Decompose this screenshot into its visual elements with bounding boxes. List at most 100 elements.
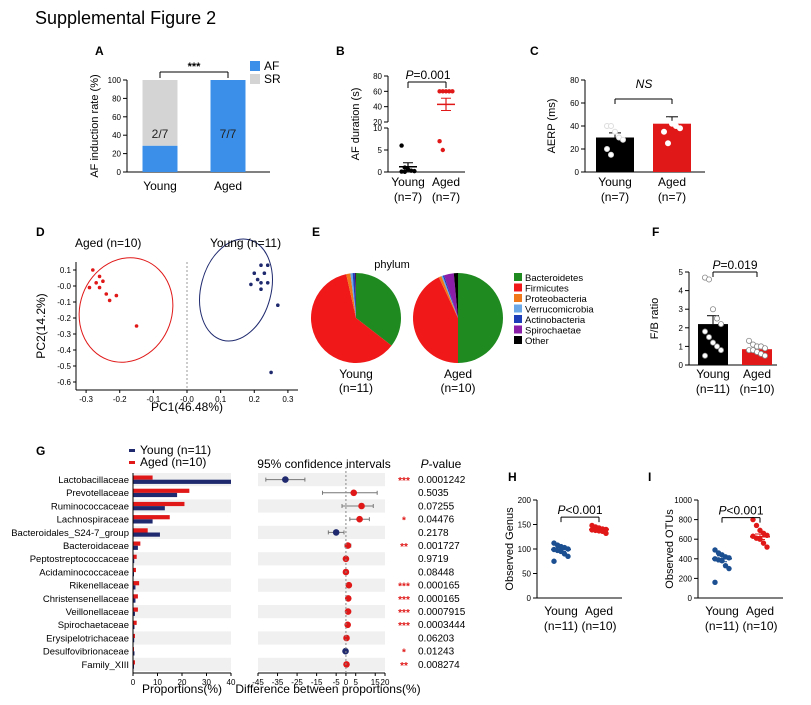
g-row-bg-12 <box>133 631 231 645</box>
g-row-bg-14 <box>133 657 231 671</box>
panel-label-g: G <box>36 444 45 458</box>
h-ytick-label-1: 50 <box>522 570 531 579</box>
e-pie-label-1: Aged <box>444 367 472 381</box>
g-diff-point-1 <box>350 489 358 497</box>
i-ytick-label-5: 1000 <box>674 496 692 505</box>
f-point-young-1 <box>706 276 713 283</box>
g-diff-point-6 <box>342 555 350 563</box>
e-slice-0-2 <box>346 273 356 318</box>
g-ci-row-bg-0 <box>258 473 385 487</box>
a-legend-af: AF <box>264 59 279 73</box>
c-point-aged-1 <box>665 117 671 124</box>
d-point-aged-1 <box>97 274 102 279</box>
g-pvalue-header: P-value <box>421 457 462 471</box>
i-ytick-label-2: 400 <box>679 555 693 564</box>
c-ytick-label-2: 40 <box>570 122 579 131</box>
g-category-4: Bacteroidales_S24-7_group <box>11 528 129 539</box>
g-legend-young: Young (n=11) <box>140 443 211 457</box>
b-point-young-5 <box>399 169 404 174</box>
g-bar-aged-14 <box>133 660 135 665</box>
c-bar-1 <box>653 123 691 172</box>
f-xlabel-0: Young <box>696 367 730 381</box>
h-ylabel: Observed Genus <box>504 507 516 591</box>
b-point-aged-1 <box>440 89 445 94</box>
e-slice-0-1 <box>311 274 392 363</box>
g-bar-aged-1 <box>133 488 190 493</box>
a-legend-af-swatch <box>250 61 260 71</box>
c-point-young-2 <box>612 128 618 135</box>
b-point-aged-2 <box>443 89 449 94</box>
e-legend-label-1: Firmicutes <box>525 284 569 295</box>
b-ytick-up-label-1: 40 <box>373 103 382 112</box>
e-legend-label-6: Other <box>525 336 549 347</box>
d-point-young-8 <box>259 287 263 292</box>
f-point-young-8 <box>714 343 721 350</box>
panel-label-e: E <box>312 225 320 239</box>
g-star-14: ** <box>400 661 408 672</box>
a-xlabel-0: Young <box>143 179 177 193</box>
h-xlabel-n-0: (n=11) <box>544 619 578 633</box>
g-ci-xtick-label-1: -35 <box>272 678 284 687</box>
g-xtick-label-2: 20 <box>178 678 187 687</box>
a-bar-af-0 <box>142 145 178 172</box>
b-ytick-lo-label-0: 0 <box>378 168 383 177</box>
c-ytick-label-1: 20 <box>570 145 579 154</box>
h-point-young-10 <box>551 558 557 564</box>
g-ci-xtick-label-8: 20 <box>381 678 390 687</box>
e-pie-n-1: (n=10) <box>440 381 475 395</box>
g-pvalue-4: 0.2178 <box>418 528 449 539</box>
g-bar-aged-2 <box>133 501 185 507</box>
panel-label-h: H <box>508 470 517 484</box>
d-point-young-5 <box>259 281 263 285</box>
h-annotation: P<0.001 <box>557 503 602 517</box>
g-diff-point-8 <box>345 581 353 589</box>
g-category-10: Veillonellaceae <box>66 607 129 618</box>
c-point-aged-4 <box>677 125 683 132</box>
g-category-1: Prevotellaceae <box>66 488 129 499</box>
g-category-13: Desulfovibrionaceae <box>43 647 129 658</box>
d-point-aged-4 <box>87 285 92 290</box>
e-slice-0-0 <box>356 273 401 346</box>
g-star-8: *** <box>398 582 410 593</box>
d-point-aged-8 <box>107 298 112 303</box>
g-diff-point-4 <box>332 529 340 536</box>
d-point-aged-7 <box>114 293 119 298</box>
e-slice-0-3 <box>350 273 356 318</box>
d-ellipse-young <box>199 238 273 342</box>
h-xlabel-0: Young <box>544 604 578 618</box>
g-category-9: Christensenellaceae <box>43 594 129 605</box>
d-point-young-7 <box>249 282 253 287</box>
i-ylabel: Observed OTUs <box>664 509 676 589</box>
g-bar-young-1 <box>133 492 178 498</box>
b-xlabel-0: Young <box>391 175 425 189</box>
g-ci-xtick-label-4: -5 <box>333 678 341 687</box>
g-xtick-label-3: 30 <box>202 678 211 687</box>
d-xlabel: PC1(46.48%) <box>151 400 223 414</box>
b-xlabel-n-0: (n=7) <box>394 190 422 204</box>
e-legend-label-4: Actinobacteria <box>525 315 586 326</box>
g-star-13: * <box>402 648 406 659</box>
e-legend-label-3: Verrucomicrobia <box>525 305 594 316</box>
e-legend-swatch-1 <box>514 283 522 292</box>
g-diff-point-3 <box>356 515 363 523</box>
g-bar-young-13 <box>133 651 135 656</box>
d-xtick-label-1: -0.2 <box>113 395 127 404</box>
b-ytick-up-label-3: 80 <box>373 72 382 81</box>
d-xtick-label-0: -0.3 <box>79 395 93 404</box>
e-pie-label-0: Young <box>339 367 373 381</box>
i-ytick-label-1: 200 <box>679 574 693 583</box>
c-ytick-label-4: 80 <box>570 76 579 85</box>
f-xlabel-1: Aged <box>743 367 771 381</box>
h-ytick-label-0: 0 <box>527 594 532 603</box>
g-bar-aged-9 <box>133 594 138 599</box>
g-bar-aged-8 <box>133 581 140 586</box>
f-point-young-5 <box>702 328 709 335</box>
a-ytick-label-0: 0 <box>117 168 122 177</box>
c-point-young-4 <box>620 136 626 143</box>
d-ytick-label-5: -0.4 <box>57 346 71 355</box>
g-category-2: Ruminococcaceae <box>51 501 129 512</box>
a-xlabel-1: Aged <box>214 179 242 193</box>
i-xlabel-n-0: (n=11) <box>705 619 739 633</box>
g-category-14: Family_XIII <box>81 660 129 671</box>
g-diff-point-11 <box>344 621 351 629</box>
